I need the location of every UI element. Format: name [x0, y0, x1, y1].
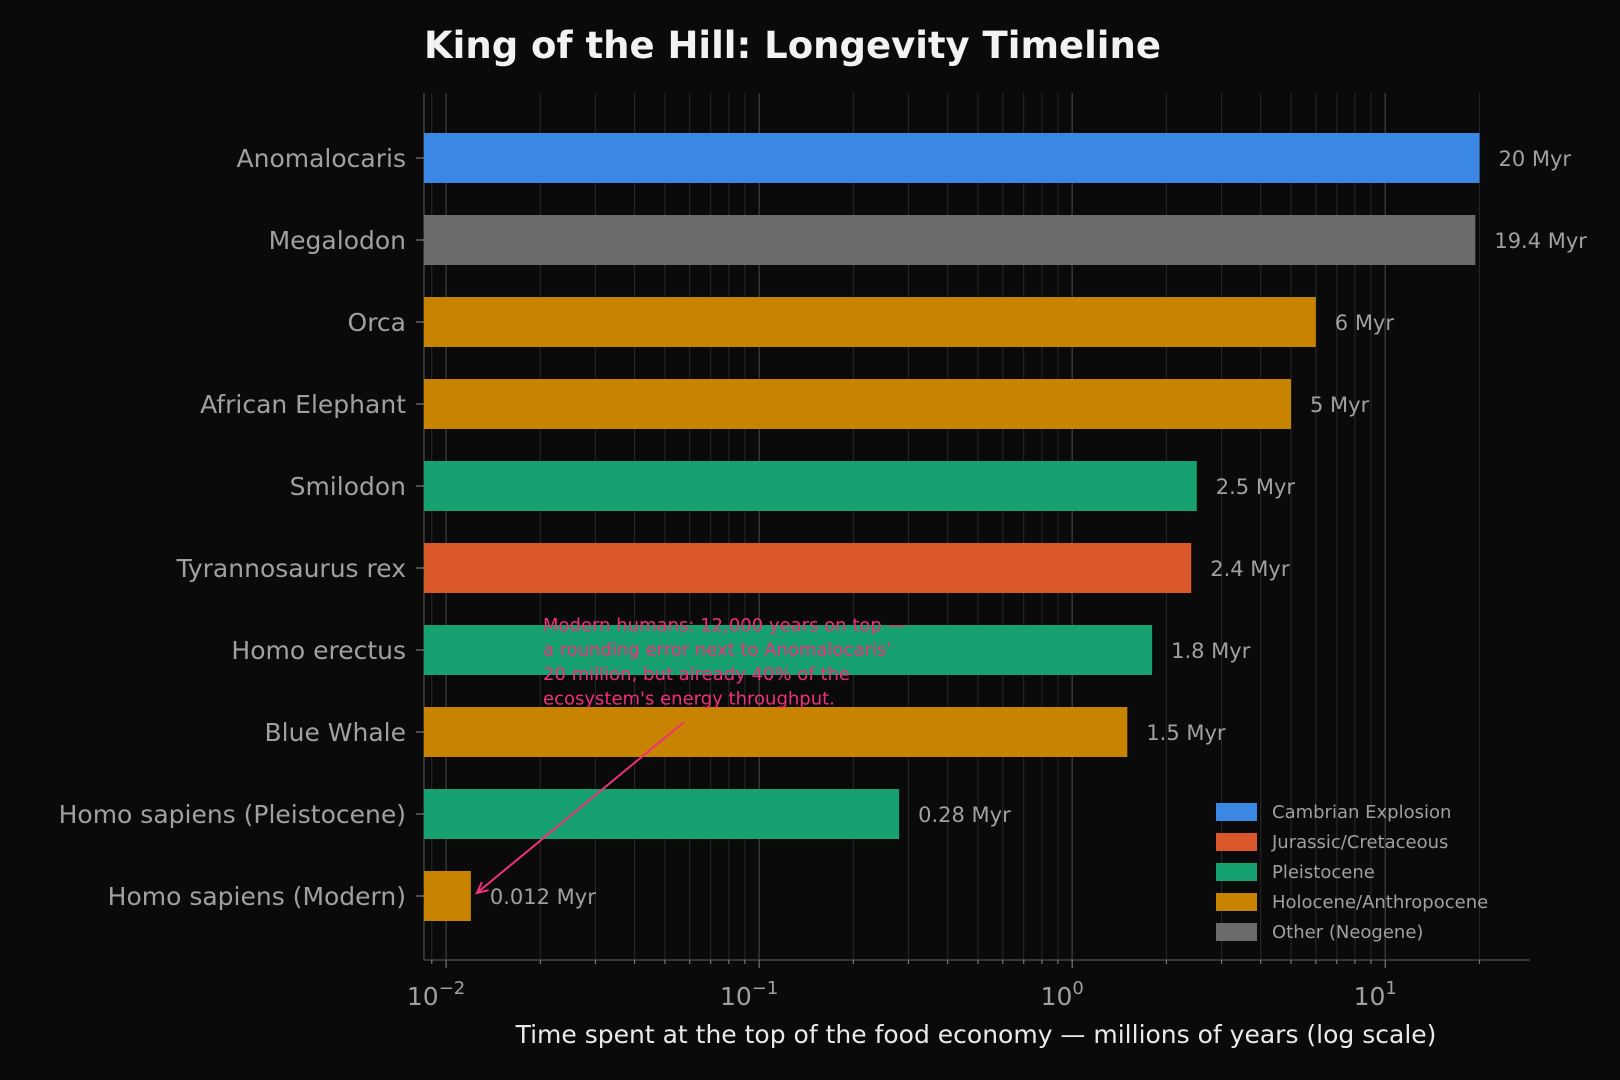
value-label-african-elephant: 5 Myr: [1310, 393, 1370, 417]
legend-swatch-jurassic-cretaceous: [1216, 833, 1257, 851]
x-tick-labels: 10−2 10−1 100 101: [407, 978, 1397, 1011]
bar-anomalocaris: [424, 133, 1480, 183]
x-tick-label: 10−2: [407, 978, 465, 1011]
value-label-megalodon: 19.4 Myr: [1494, 229, 1587, 253]
legend-swatch-pleistocene: [1216, 863, 1257, 881]
value-label-homo-sapiens-pleistocene: 0.28 Myr: [918, 803, 1011, 827]
category-label-homo-sapiens-modern: Homo sapiens (Modern): [108, 882, 406, 911]
x-axis-label: Time spent at the top of the food econom…: [515, 1020, 1437, 1049]
bar-african-elephant: [424, 379, 1292, 429]
value-label-homo-sapiens-modern: 0.012 Myr: [490, 885, 596, 909]
annotation-line: 20 million, but already 40% of the: [543, 664, 850, 685]
legend-label-cambrian-explosion: Cambrian Explosion: [1272, 802, 1451, 823]
legend-swatch-holocene-anthropocene: [1216, 893, 1257, 911]
bars: [424, 133, 1480, 921]
category-label-blue-whale: Blue Whale: [265, 718, 406, 747]
value-label-smilodon: 2.5 Myr: [1216, 475, 1296, 499]
bar-smilodon: [424, 461, 1197, 511]
bar-megalodon: [424, 215, 1476, 265]
legend-label-holocene-anthropocene: Holocene/Anthropocene: [1272, 892, 1488, 913]
value-label-tyrannosaurus-rex: 2.4 Myr: [1210, 557, 1290, 581]
category-label-tyrannosaurus-rex: Tyrannosaurus rex: [175, 554, 406, 583]
legend-label-pleistocene: Pleistocene: [1272, 862, 1375, 883]
bar-tyrannosaurus-rex: [424, 543, 1192, 593]
annotation-line: a rounding error next to Anomalocaris': [543, 640, 891, 661]
bar-homo-sapiens-pleistocene: [424, 789, 900, 839]
legend: Cambrian Explosion Jurassic/Cretaceous Ple…: [1216, 802, 1488, 943]
annotation: Modern humans: 12,000 years on top — a ro…: [475, 615, 906, 895]
legend-label-other-neogene: Other (Neogene): [1272, 922, 1423, 943]
annotation-arrow: [476, 721, 685, 894]
legend-swatch-cambrian-explosion: [1216, 803, 1257, 821]
bar-homo-sapiens-modern: [424, 871, 471, 921]
legend-label-jurassic-cretaceous: Jurassic/Cretaceous: [1271, 832, 1448, 853]
bar-homo-erectus: [424, 625, 1153, 675]
category-label-homo-erectus: Homo erectus: [231, 636, 406, 665]
value-label-anomalocaris: 20 Myr: [1498, 147, 1571, 171]
category-label-megalodon: Megalodon: [269, 226, 406, 255]
category-label-homo-sapiens-pleistocene: Homo sapiens (Pleistocene): [59, 800, 406, 829]
legend-swatch-other-neogene: [1216, 923, 1257, 941]
value-label-homo-erectus: 1.8 Myr: [1171, 639, 1251, 663]
bar-orca: [424, 297, 1316, 347]
value-label-blue-whale: 1.5 Myr: [1146, 721, 1226, 745]
x-tick-label: 100: [1041, 978, 1084, 1011]
category-label-african-elephant: African Elephant: [200, 390, 406, 419]
value-label-orca: 6 Myr: [1335, 311, 1395, 335]
category-label-orca: Orca: [348, 308, 406, 337]
category-label-anomalocaris: Anomalocaris: [237, 144, 406, 173]
chart-title: King of the Hill: Longevity Timeline: [424, 24, 1161, 67]
category-labels: Anomalocaris Megalodon Orca African Elephan…: [59, 144, 407, 911]
value-labels: 20 Myr 19.4 Myr 6 Myr 5 Myr 2.5 Myr 2.4 Myr 1.…: [490, 147, 1587, 909]
x-tick-label: 101: [1354, 978, 1397, 1011]
x-tick-label: 10−1: [720, 978, 778, 1011]
category-label-smilodon: Smilodon: [290, 472, 406, 501]
annotation-line: ecosystem's energy throughput.: [543, 689, 835, 710]
annotation-line: Modern humans: 12,000 years on top —: [543, 615, 906, 636]
bar-blue-whale: [424, 707, 1128, 757]
annotation-arrowhead: [475, 881, 489, 895]
